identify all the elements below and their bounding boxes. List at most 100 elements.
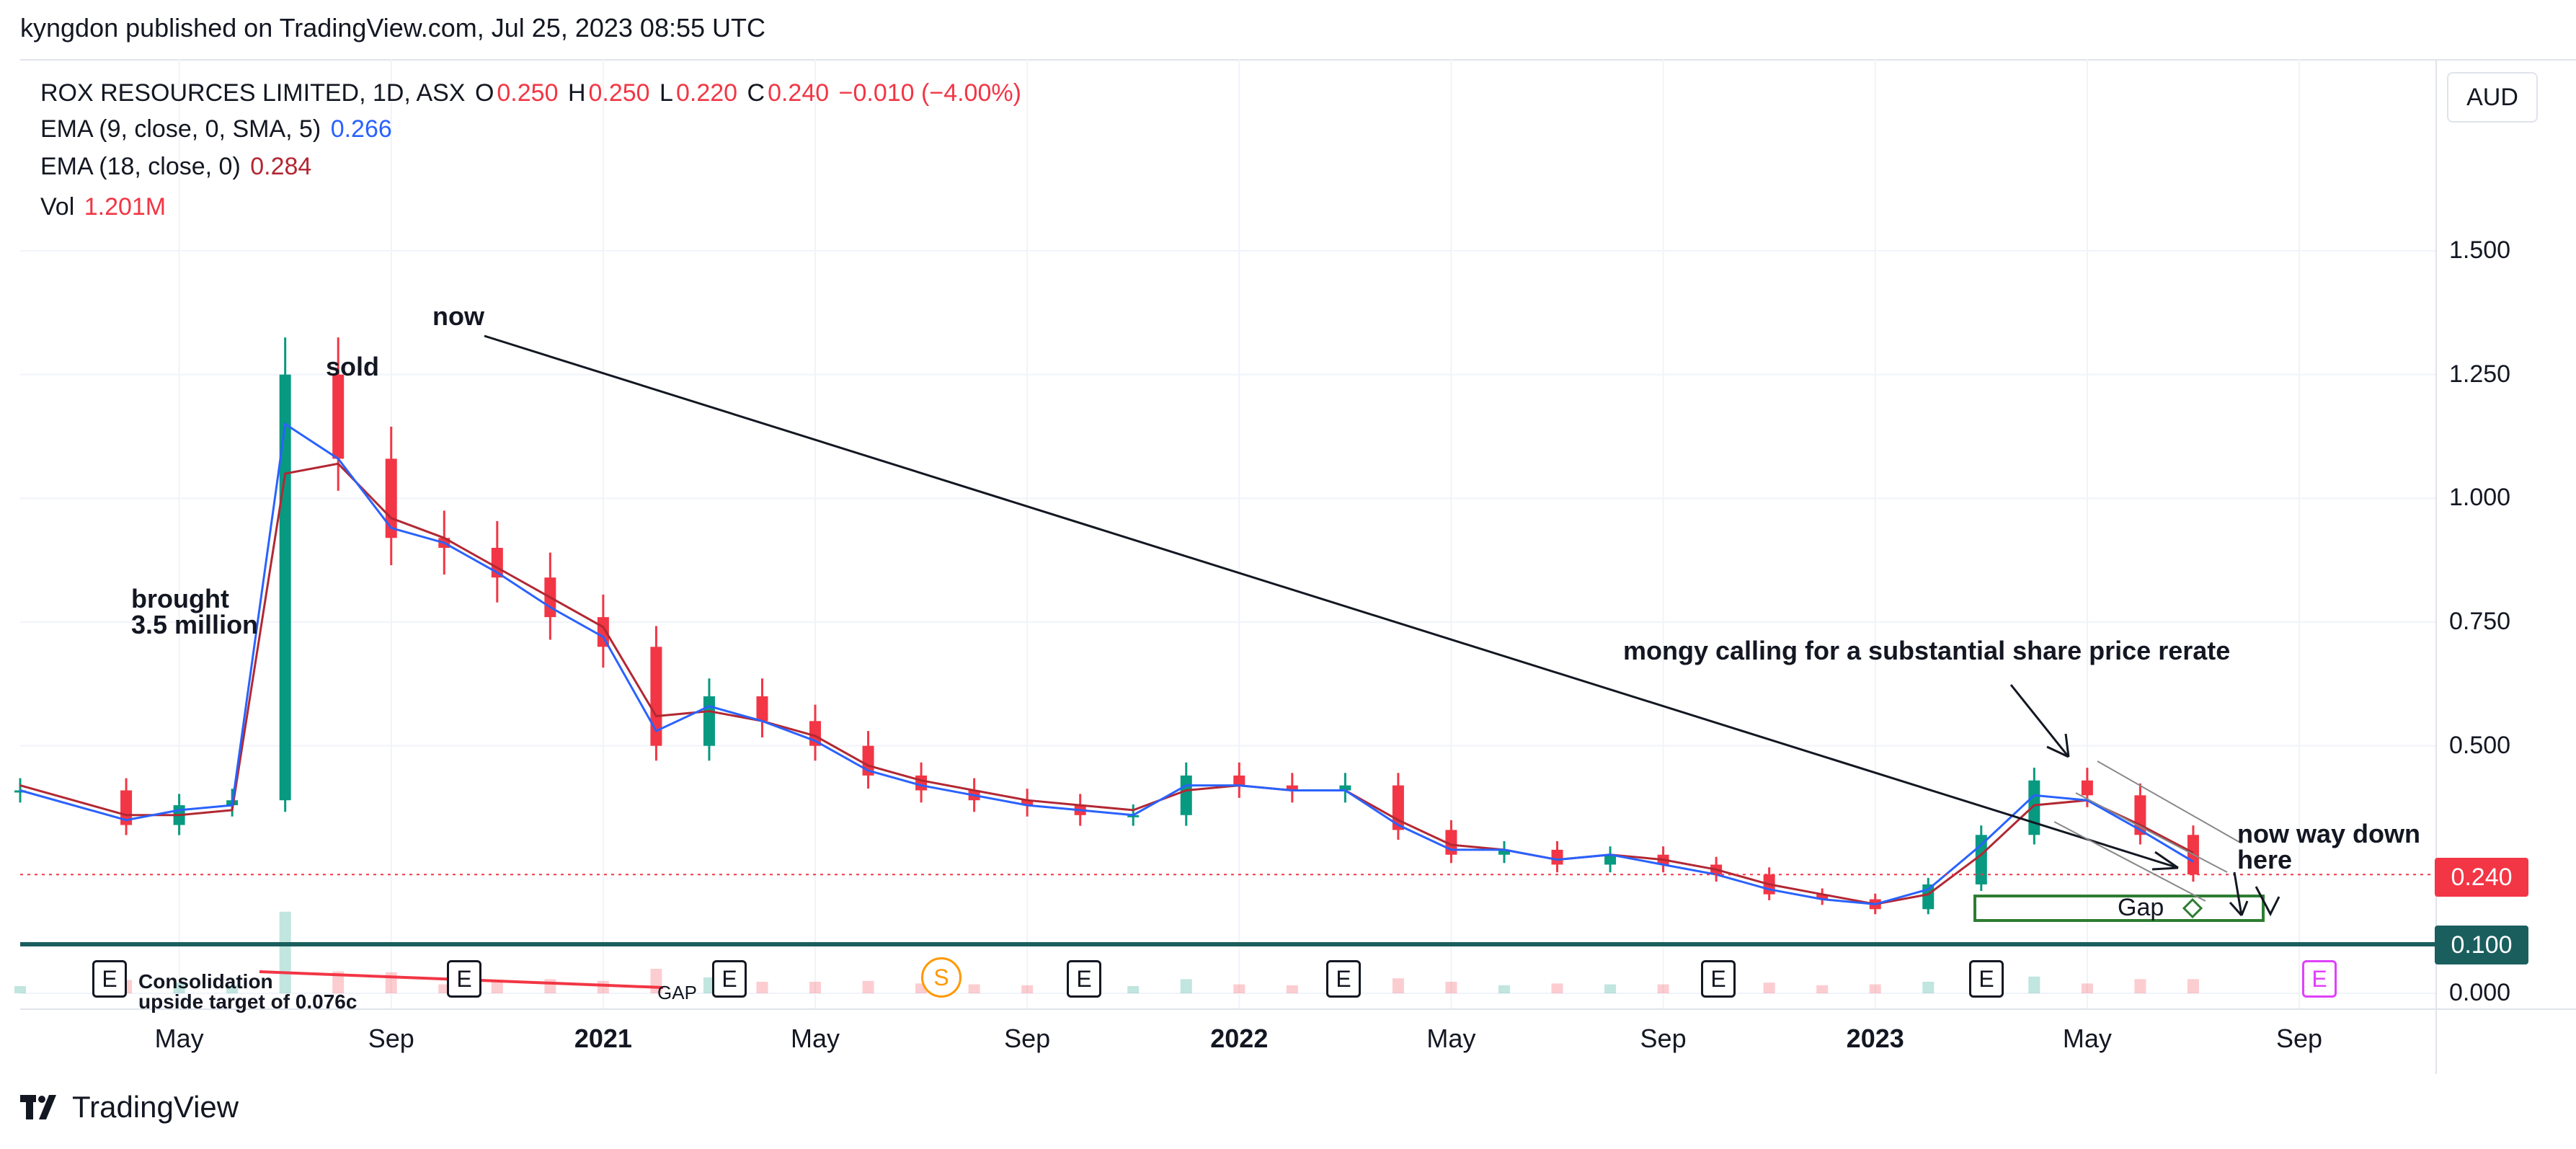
earnings-event-icon[interactable]: E bbox=[1326, 960, 1361, 998]
mongy-arrow-head bbox=[2046, 733, 2070, 758]
publisher-line: kyngdon published on TradingView.com, Ju… bbox=[20, 13, 765, 43]
candle-body bbox=[1498, 849, 1510, 855]
earnings-event-icon[interactable]: E bbox=[712, 960, 747, 998]
candle-body bbox=[332, 374, 345, 459]
ema9-value: 0.266 bbox=[330, 115, 392, 143]
annotation-sold[interactable]: sold bbox=[326, 352, 380, 381]
low-value: 0.220 bbox=[675, 79, 738, 107]
volume-bar bbox=[1392, 978, 1404, 993]
symbol-label[interactable]: ROX RESOURCES LIMITED, 1D, ASX bbox=[40, 79, 466, 107]
volume-bar bbox=[1127, 986, 1140, 993]
trend-arrow-head bbox=[2151, 851, 2179, 871]
annotation-mongy[interactable]: mongy calling for a substantial share pr… bbox=[1623, 636, 2231, 665]
candles bbox=[14, 337, 2199, 915]
candle-body bbox=[650, 647, 662, 746]
time-axis-tick: May bbox=[1426, 1024, 1476, 1053]
time-axis-tick: May bbox=[2062, 1024, 2112, 1053]
annotation-brought-2[interactable]: 3.5 million bbox=[131, 610, 259, 639]
close-label: C bbox=[747, 79, 765, 107]
ema18-label: EMA (18, close, 0) bbox=[40, 153, 241, 180]
volume-bar bbox=[1233, 984, 1245, 993]
volume-bar bbox=[544, 979, 556, 993]
earnings-event-icon[interactable]: E bbox=[1969, 960, 2004, 998]
candle-body bbox=[1604, 854, 1617, 865]
volume-bar bbox=[2081, 983, 2093, 993]
tradingview-brand[interactable]: TradingView bbox=[20, 1090, 239, 1124]
volume-bar bbox=[703, 977, 715, 993]
volume-bar bbox=[2028, 976, 2040, 993]
price-axis-tick: 0.750 bbox=[2449, 608, 2511, 635]
annotation-now-way-down-2[interactable]: here bbox=[2237, 845, 2293, 874]
chart-frame[interactable] bbox=[20, 59, 2576, 1075]
time-axis-tick: Sep bbox=[1640, 1024, 1687, 1053]
volume-label: Vol bbox=[40, 193, 75, 221]
legend-volume[interactable]: Vol 1.201M bbox=[40, 193, 169, 221]
candle-body bbox=[385, 458, 397, 538]
volume-bar bbox=[968, 984, 980, 993]
time-axis-tick: Sep bbox=[2275, 1024, 2323, 1053]
candle-body bbox=[279, 374, 291, 801]
mongy-arrow bbox=[2009, 684, 2070, 758]
volume-bars bbox=[14, 911, 2199, 993]
split-event-icon[interactable]: S bbox=[921, 957, 961, 998]
open-label: O bbox=[474, 79, 494, 107]
volume-bar bbox=[862, 980, 874, 993]
ema18-line bbox=[19, 462, 2194, 905]
change-value: −0.010 (−4.00%) bbox=[838, 79, 1021, 107]
volume-bar bbox=[1869, 984, 1881, 993]
volume-bar bbox=[1180, 979, 1192, 993]
earnings-event-icon[interactable]: E bbox=[92, 960, 127, 998]
price-axis-tick: 0.500 bbox=[2449, 731, 2511, 759]
volume-bar bbox=[332, 971, 345, 993]
volume-bar bbox=[597, 980, 609, 993]
earnings-event-icon[interactable]: E bbox=[1067, 960, 1101, 998]
price-axis-tick: 0.000 bbox=[2449, 979, 2511, 1006]
currency-button[interactable]: AUD bbox=[2447, 72, 2538, 123]
annotation-now-way-down-1[interactable]: now way down bbox=[2237, 819, 2421, 848]
candle-body bbox=[703, 696, 715, 746]
candle-body bbox=[120, 790, 133, 825]
legend-ema9[interactable]: EMA (9, close, 0, SMA, 5) 0.266 bbox=[40, 115, 395, 143]
candle-body bbox=[1816, 894, 1829, 900]
annotation-gap[interactable]: Gap bbox=[2118, 894, 2164, 921]
gap-diamond bbox=[2182, 897, 2203, 919]
annotation-consolidation-2[interactable]: upside target of 0.076c bbox=[138, 990, 357, 1013]
low-label: L bbox=[659, 79, 673, 107]
earnings-event-icon[interactable]: E bbox=[447, 960, 481, 998]
volume-bar bbox=[2134, 979, 2146, 993]
time-axis-tick: Sep bbox=[1004, 1024, 1051, 1053]
volume-bar bbox=[279, 911, 291, 993]
close-value: 0.240 bbox=[768, 79, 830, 107]
annotation-consolidation-1[interactable]: Consolidation bbox=[138, 970, 273, 993]
volume-bar bbox=[491, 980, 503, 993]
channel-lines bbox=[2053, 760, 2242, 902]
high-value: 0.250 bbox=[588, 79, 650, 107]
volume-bar bbox=[1286, 985, 1298, 993]
volume-bar bbox=[1551, 983, 1563, 993]
price-axis-tick: 1.250 bbox=[2449, 360, 2511, 388]
annotation-gap-small[interactable]: GAP bbox=[657, 982, 697, 1003]
candle-body bbox=[1551, 849, 1563, 865]
future-earnings-event-icon[interactable]: E bbox=[2302, 960, 2337, 998]
gap-box bbox=[1973, 895, 2265, 922]
annotation-brought-1[interactable]: brought bbox=[131, 584, 229, 613]
volume-bar bbox=[1445, 982, 1457, 993]
candle-body bbox=[2081, 780, 2093, 796]
legend-ohlc: ROX RESOURCES LIMITED, 1D, ASX O 0.250 H 0… bbox=[40, 79, 1024, 107]
time-axis-tick: 2021 bbox=[574, 1024, 632, 1053]
time-axis-tick: May bbox=[154, 1024, 204, 1053]
candle-body bbox=[1339, 785, 1351, 791]
ema9-line bbox=[19, 422, 2194, 905]
legend-ema18[interactable]: EMA (18, close, 0) 0.284 bbox=[40, 153, 314, 181]
down-arrows bbox=[2229, 871, 2280, 917]
candle-body bbox=[1021, 800, 1034, 806]
volume-bar bbox=[809, 982, 822, 993]
time-axis-tick: Sep bbox=[368, 1024, 414, 1053]
high-label: H bbox=[567, 79, 586, 107]
volume-bar bbox=[1657, 984, 1669, 993]
annotation-now[interactable]: now bbox=[432, 301, 484, 331]
volume-bar bbox=[1604, 984, 1617, 993]
earnings-event-icon[interactable]: E bbox=[1701, 960, 1736, 998]
candle-body bbox=[1180, 775, 1192, 815]
